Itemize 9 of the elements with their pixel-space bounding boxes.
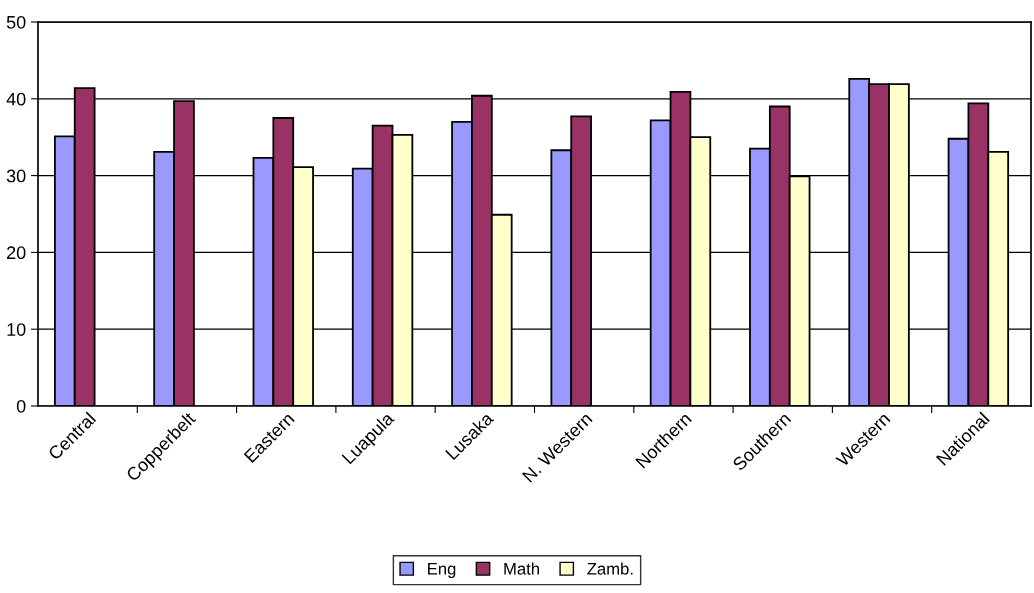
legend-label: Math <box>504 562 539 575</box>
y-tick-label: 20 <box>7 246 26 260</box>
y-tick-label: 40 <box>6 92 26 106</box>
y-tick-label: 30 <box>6 169 26 183</box>
y-tick-label: 0 <box>16 399 26 413</box>
y-tick-label: 50 <box>6 15 26 29</box>
legend-label: Eng <box>428 563 456 578</box>
y-tick-label: 10 <box>7 323 26 336</box>
legend-label: Zamb. <box>587 562 633 575</box>
